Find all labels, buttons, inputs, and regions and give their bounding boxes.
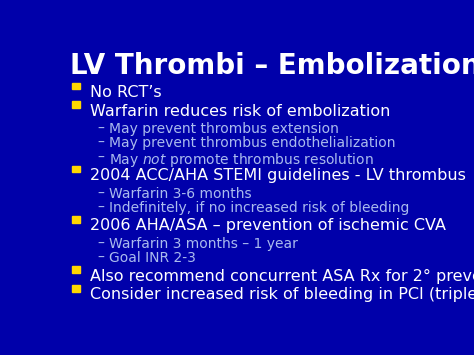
Bar [72, 266, 80, 273]
Text: May prevent thrombus endothelialization: May prevent thrombus endothelialization [109, 136, 395, 151]
Text: Also recommend concurrent ASA Rx for 2° prevention: Also recommend concurrent ASA Rx for 2° … [91, 269, 474, 284]
Text: Consider increased risk of bleeding in PCI (triple Rx): Consider increased risk of bleeding in P… [91, 287, 474, 302]
Text: No RCT’s: No RCT’s [91, 85, 162, 100]
Text: May $\it{not}$ promote thrombus resolution: May $\it{not}$ promote thrombus resoluti… [109, 151, 374, 169]
Text: –: – [98, 151, 105, 165]
Text: –: – [98, 237, 105, 251]
Bar [72, 285, 80, 291]
Text: –: – [98, 122, 105, 136]
Text: 2004 ACC/AHA STEMI guidelines - LV thrombus: 2004 ACC/AHA STEMI guidelines - LV throm… [91, 168, 466, 183]
Bar [72, 216, 80, 223]
Text: –: – [98, 136, 105, 151]
Text: Indefinitely, if no increased risk of bleeding: Indefinitely, if no increased risk of bl… [109, 201, 409, 215]
Text: LV Thrombi – Embolization Prevention: LV Thrombi – Embolization Prevention [70, 52, 474, 80]
Text: Warfarin reduces risk of embolization: Warfarin reduces risk of embolization [91, 104, 391, 119]
Text: –: – [98, 187, 105, 201]
Bar [72, 101, 80, 108]
Text: Warfarin 3-6 months: Warfarin 3-6 months [109, 187, 252, 201]
Text: Goal INR 2-3: Goal INR 2-3 [109, 251, 196, 265]
Bar [72, 166, 80, 173]
Text: –: – [98, 251, 105, 265]
Text: Warfarin 3 months – 1 year: Warfarin 3 months – 1 year [109, 237, 298, 251]
Text: –: – [98, 201, 105, 215]
Text: May prevent thrombus extension: May prevent thrombus extension [109, 122, 339, 136]
Bar [72, 82, 80, 89]
Text: 2006 AHA/ASA – prevention of ischemic CVA: 2006 AHA/ASA – prevention of ischemic CV… [91, 218, 447, 233]
